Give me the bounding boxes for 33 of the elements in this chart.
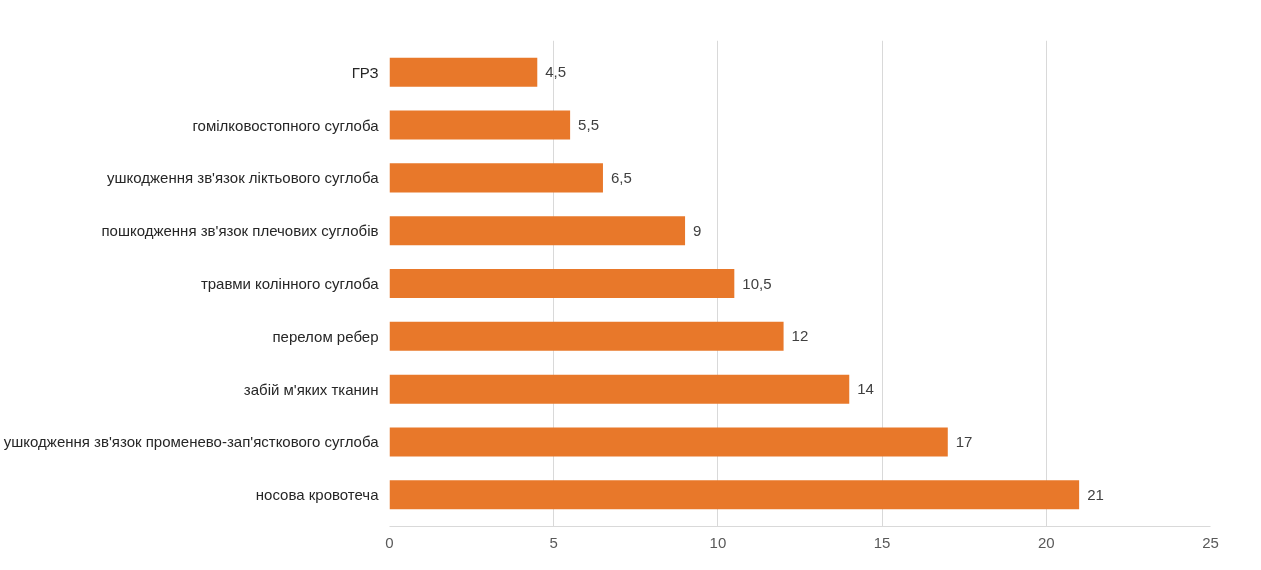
y-tick-label: ушкодження зв'язок променево-зап'ясткового суглоба [3,433,380,451]
y-tick-label: перелом ребер [272,327,379,345]
bar [389,216,686,246]
bar [389,268,735,299]
bar [389,427,948,457]
data-label: 10,5 [742,274,772,292]
y-tick-label: травми колінного суглоба [200,275,380,292]
y-tick-label: пошкодження зв'язок плечових суглобів [101,222,379,240]
data-label: 14 [857,380,874,398]
data-label: 6,5 [610,168,632,186]
x-tick-label: 25 [1202,533,1219,551]
x-tick-label: 20 [1037,533,1055,551]
y-tick-label: ГРЗ [351,63,379,81]
y-tick-label: гомілковостопного суглоба [192,116,380,134]
y-tick-label: носова кровотеча [255,486,380,504]
x-tick-label: 0 [385,533,394,551]
data-label: 4,5 [545,63,567,81]
x-tick-label: 5 [549,533,558,551]
data-label: 12 [791,327,809,345]
data-label: 17 [955,432,973,450]
data-label: 9 [693,221,702,239]
bar [389,110,571,140]
y-tick-label: ушкодження зв'язок ліктьового суглоба [106,169,380,187]
bar [389,374,850,404]
bar [389,57,538,87]
data-label: 5,5 [578,116,599,134]
bar [389,480,1080,510]
y-tick-label: забій м'яких тканин [243,380,379,398]
x-tick-label: 15 [873,533,891,551]
bar [389,163,603,193]
data-label: 21 [1087,485,1104,503]
x-tick-label: 10 [709,533,727,551]
bar [389,321,784,351]
